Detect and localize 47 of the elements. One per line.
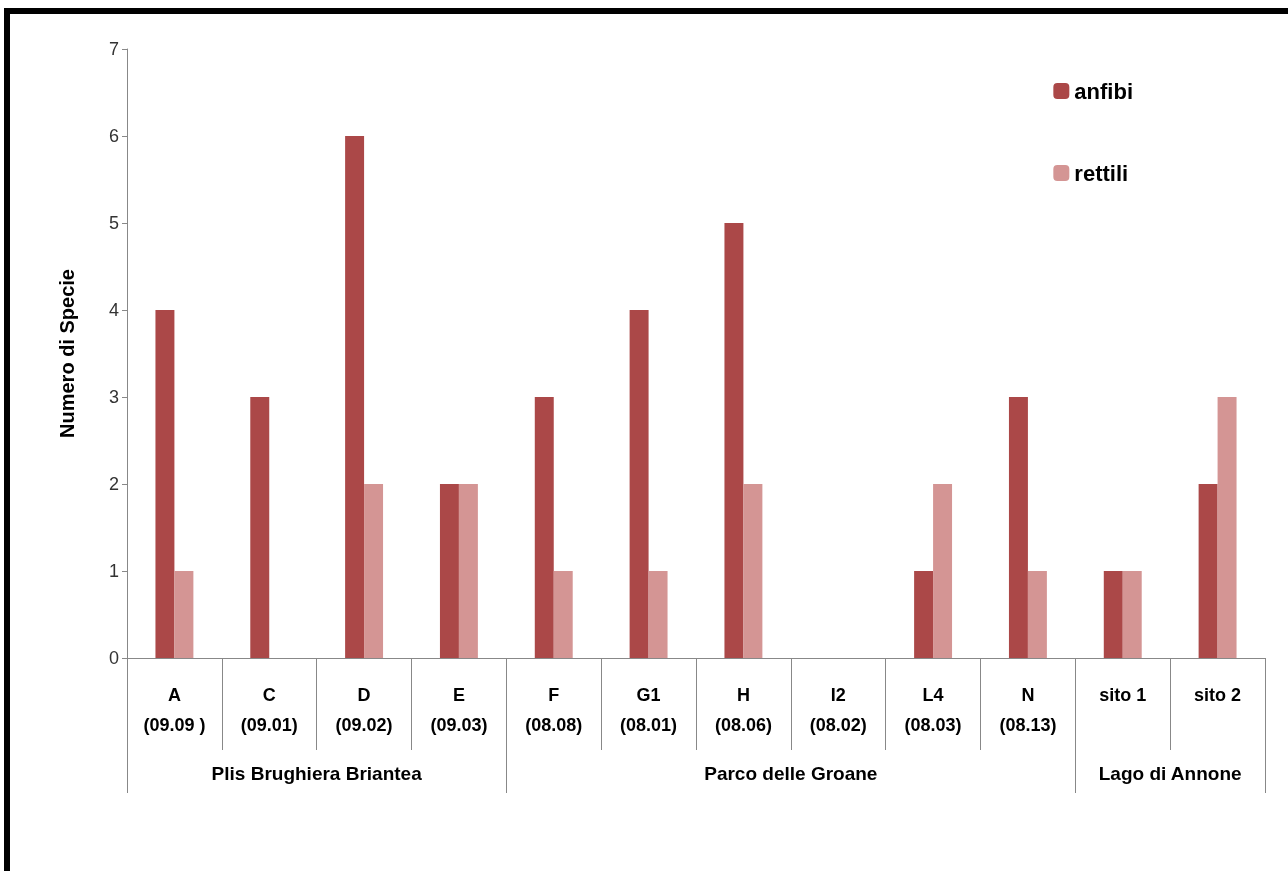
bar: [345, 136, 365, 658]
text: Parco delle Groane: [703, 763, 879, 785]
y-tick-label: 6: [108, 126, 119, 146]
x-tick-label: E (09.03): [430, 685, 488, 735]
x-tick-label: F (08.08): [525, 685, 583, 735]
y-tick-label: 2: [108, 474, 119, 494]
x-tick-label: C (09.01): [240, 685, 298, 735]
x-tick-label: H (08.06): [714, 685, 772, 735]
bar: [914, 571, 934, 658]
bar: [458, 484, 478, 658]
text: Lago di Annone: [1097, 763, 1243, 785]
bar: [1027, 571, 1047, 658]
legend-label: anfibi: [1074, 78, 1134, 104]
y-tick-label: 3: [108, 387, 119, 407]
bar: [1217, 397, 1237, 658]
bar: [364, 484, 384, 658]
x-tick-label: sito 2: [1194, 685, 1242, 705]
bar: [1103, 571, 1123, 658]
bar: [439, 484, 459, 658]
x-tick-label: sito 1: [1099, 685, 1147, 705]
bar: [553, 571, 573, 658]
y-tick-label: 7: [108, 39, 119, 59]
x-tick-label: D (09.02): [335, 685, 393, 735]
bar: [933, 484, 953, 658]
x-tick-label: G1 (08.01): [620, 685, 678, 735]
y-tick-label: 1: [108, 561, 119, 581]
bar: [174, 571, 194, 658]
y-tick-label: 0: [108, 648, 119, 668]
text: Plis Brughiera Briantea: [210, 763, 423, 785]
bar: [534, 397, 554, 658]
bar: [629, 310, 649, 658]
y-tick-label: 4: [108, 300, 119, 320]
bar: [1008, 397, 1028, 658]
bar: [1198, 484, 1218, 658]
y-axis-title: Numero di Specie: [56, 269, 78, 438]
bar: [724, 223, 744, 658]
bar: [155, 310, 175, 658]
x-tick-label: A (09.09 ): [143, 685, 206, 735]
y-tick-label: 5: [108, 213, 119, 233]
x-tick-label: I2 (08.02): [809, 685, 867, 735]
bar: [250, 397, 270, 658]
x-tick-label: N (08.13): [999, 685, 1057, 735]
bar: [743, 484, 763, 658]
x-tick-label: L4 (08.03): [904, 685, 962, 735]
bar: [648, 571, 668, 658]
bar: [1122, 571, 1142, 658]
legend-label: rettili: [1074, 160, 1129, 186]
